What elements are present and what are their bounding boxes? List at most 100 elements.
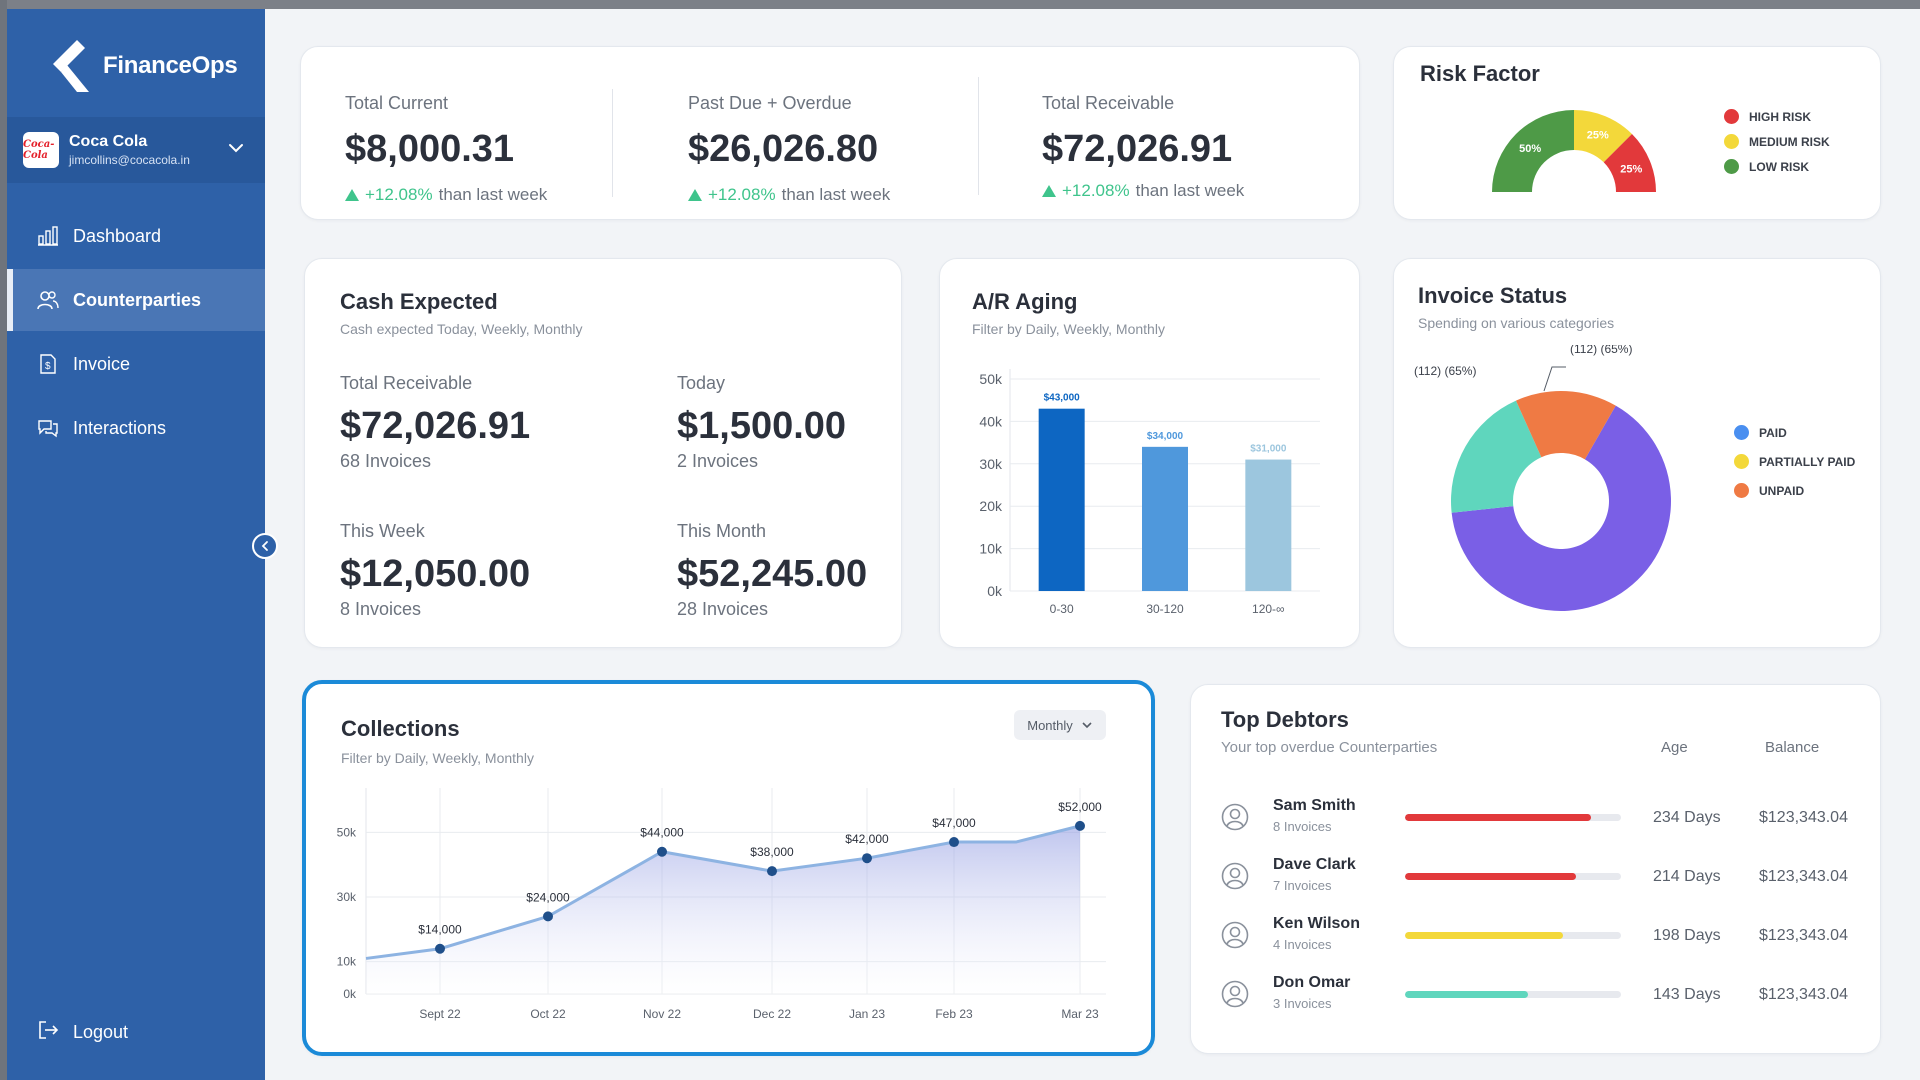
sidebar-item-label: Counterparties [73, 289, 202, 310]
summary-value: $8,000.31 [345, 128, 515, 170]
data-point [1075, 820, 1085, 831]
x-tick-label: 0-30 [1050, 602, 1074, 616]
chevron-down-icon[interactable] [227, 139, 245, 157]
invoice-status-subtitle: Spending on various categories [1418, 315, 1615, 331]
app-name: FinanceOps [103, 52, 238, 79]
user-avatar-icon [1221, 921, 1249, 949]
debtor-row[interactable]: Ken Wilson 4 Invoices 198 Days $123,343.04 [1191, 909, 1881, 965]
legend-label: PAID [1759, 425, 1787, 440]
legend-label: LOW RISK [1749, 159, 1809, 174]
summary-value: $72,026.91 [1042, 128, 1233, 170]
org-switcher[interactable]: Coca-Cola Coca Cola jimcollins@cocacola.… [7, 117, 265, 183]
data-point [767, 866, 777, 877]
legend-label: HIGH RISK [1749, 109, 1812, 124]
cash-count: 2 Invoices [677, 451, 759, 471]
logout-icon [37, 1019, 59, 1046]
summary-label: Past Due + Overdue [688, 93, 852, 113]
debtor-name: Dave Clark [1273, 856, 1356, 873]
org-name: Coca Cola [69, 133, 148, 150]
cash-expected-card: Cash Expected Cash expected Today, Weekl… [304, 258, 902, 648]
invoice-status-title: Invoice Status [1418, 283, 1568, 308]
debtor-name: Ken Wilson [1273, 915, 1360, 932]
summary-suffix: than last week [781, 185, 891, 204]
sidebar-item-counterparties[interactable]: Counterparties [7, 269, 265, 331]
debtor-balance: $123,343.04 [1759, 868, 1848, 885]
legend-low-risk: LOW RISK [1724, 159, 1830, 174]
cash-count: 28 Invoices [677, 599, 769, 619]
cash-label: Today [677, 373, 726, 393]
y-tick-label: 10k [337, 955, 357, 969]
top-debtors-title: Top Debtors [1221, 707, 1349, 732]
debtor-row[interactable]: Don Omar 3 Invoices 143 Days $123,343.04 [1191, 968, 1881, 1024]
x-tick-label: 120-∞ [1252, 602, 1285, 616]
y-tick-label: 10k [979, 541, 1003, 557]
cash-value: $12,050.00 [340, 553, 531, 595]
summary-change: +12.08% [1062, 181, 1130, 200]
risk-factor-title: Risk Factor [1420, 61, 1540, 86]
sidebar-item-dashboard[interactable]: Dashboard [7, 205, 265, 267]
period-dropdown[interactable]: Monthly [1014, 710, 1106, 740]
trend-up-icon [345, 189, 359, 201]
risk-segment-label: 25% [1587, 130, 1609, 142]
aging-bar [1245, 459, 1292, 591]
risk-segment-label: 50% [1519, 143, 1541, 155]
y-tick-label: 50k [979, 371, 1003, 387]
sidebar-nav: Dashboard Counterparties $ Invoice Inter… [7, 205, 265, 461]
org-logo: Coca-Cola [23, 132, 59, 168]
debtor-progress [1405, 991, 1621, 998]
debtor-balance: $123,343.04 [1759, 927, 1848, 944]
summary-suffix: than last week [1135, 181, 1245, 200]
ar-aging-chart: 0k 10k 20k 30k 40k 50k $43,000 0-30 $34,000 30-12… [979, 369, 1320, 616]
data-point [435, 943, 445, 954]
summary-suffix: than last week [438, 185, 548, 204]
y-tick-label: 30k [979, 456, 1003, 472]
data-point-label: $14,000 [418, 923, 462, 937]
summary-past-due: Past Due + Overdue $26,026.80 +12.08% tha… [688, 93, 890, 205]
chevron-down-icon [1082, 722, 1092, 729]
logout-button[interactable]: Logout [37, 1019, 128, 1046]
summary-change: +12.08% [365, 185, 433, 204]
collections-area [366, 825, 1080, 994]
trend-up-icon [688, 189, 702, 201]
sidebar: FinanceOps Coca-Cola Coca Cola jimcollin… [7, 9, 265, 1080]
document-icon: $ [37, 353, 59, 375]
period-label: Monthly [1027, 717, 1073, 733]
collapse-sidebar-button[interactable] [252, 533, 278, 559]
risk-legend: HIGH RISK MEDIUM RISK LOW RISK [1724, 109, 1830, 184]
user-avatar-icon [1221, 980, 1249, 1008]
bar-chart-icon [37, 225, 59, 247]
y-tick-label: 20k [979, 498, 1003, 514]
data-point [862, 853, 872, 864]
user-avatar-icon [1221, 862, 1249, 890]
debtor-invoices: 3 Invoices [1273, 996, 1332, 1011]
risk-gauge: 50% 25% 25% [1492, 110, 1656, 192]
sidebar-item-invoice[interactable]: $ Invoice [7, 333, 265, 395]
invoice-status-card: Invoice Status Spending on various categ… [1393, 258, 1881, 648]
sidebar-item-label: Invoice [73, 353, 131, 374]
app-logo[interactable]: FinanceOps [47, 31, 238, 101]
data-point [949, 837, 959, 848]
legend-high-risk: HIGH RISK [1724, 109, 1830, 124]
summary-card: Total Current $8,000.31 +12.08% than last… [300, 46, 1360, 220]
invoice-status-legend: PAID PARTIALLY PAID UNPAID [1734, 425, 1855, 508]
sidebar-item-interactions[interactable]: Interactions [7, 397, 265, 459]
debtor-row[interactable]: Sam Smith 8 Invoices 234 Days $123,343.04 [1191, 791, 1881, 847]
ar-aging-title: A/R Aging [972, 289, 1078, 314]
legend-paid: PAID [1734, 425, 1855, 440]
collections-card: Collections Filter by Daily, Weekly, Mon… [302, 680, 1155, 1056]
debtor-row[interactable]: Dave Clark 7 Invoices 214 Days $123,343.04 [1191, 850, 1881, 906]
bar-value-label: $34,000 [1147, 431, 1184, 442]
summary-total-current: Total Current $8,000.31 +12.08% than last… [345, 93, 547, 205]
debtor-age: 198 Days [1653, 927, 1721, 944]
debtor-invoices: 8 Invoices [1273, 819, 1332, 834]
summary-total-receivable: Total Receivable $72,026.91 +12.08% than … [1042, 93, 1244, 201]
debtor-age: 234 Days [1653, 809, 1721, 826]
aging-bar [1038, 408, 1085, 591]
summary-label: Total Current [345, 93, 449, 113]
legend-dot [1724, 159, 1739, 174]
x-tick-label: Nov 22 [643, 1007, 681, 1021]
summary-label: Total Receivable [1042, 93, 1175, 113]
chat-icon [37, 417, 59, 439]
collections-chart: 0k 10k 30k 50k $14,000 $24,000 $44,000 $38,000 $… [337, 788, 1106, 1021]
chevron-left-icon [261, 541, 268, 551]
